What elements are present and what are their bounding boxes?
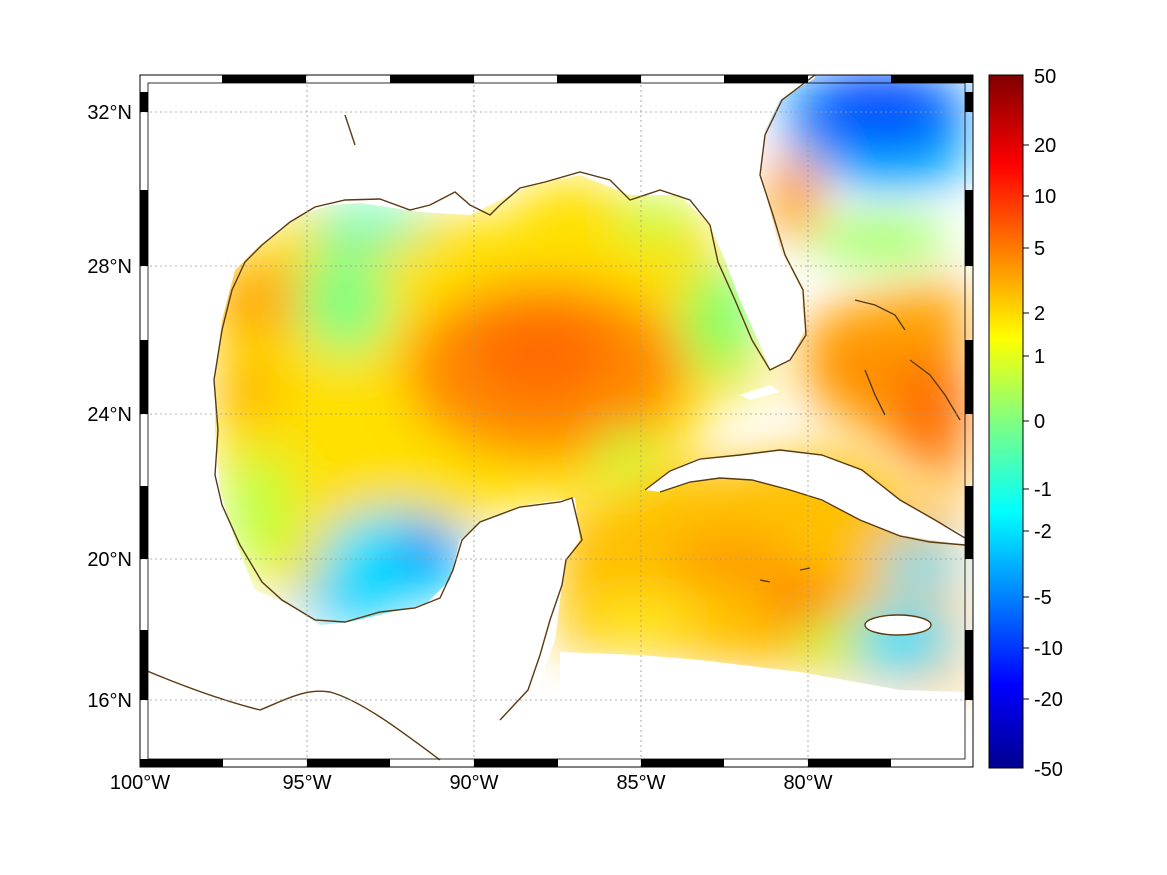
colorbar-label: -10 [1034,638,1063,660]
lon-tick-label: 85°W [616,772,665,794]
colorbar: 50 20 10 5 2 1 0 -1 -2 -5 -10 -20 -50 [988,66,1063,781]
lon-tick-label: 80°W [783,772,832,794]
colorbar-label: -2 [1034,521,1052,543]
gridlines [140,75,973,767]
colorbar-label: 2 [1034,303,1045,325]
lat-tick-label: 24°N [87,404,132,426]
lon-tick-label: 90°W [449,772,498,794]
colorbar-label: 20 [1034,135,1056,157]
colorbar-label: 10 [1034,186,1056,208]
lat-tick-label: 28°N [87,256,132,278]
lon-tick-label: 95°W [282,772,331,794]
colorbar-label: 1 [1034,346,1045,368]
colorbar-ticks [1023,144,1029,700]
colorbar-label: 0 [1034,411,1045,433]
latitude-axis-labels: 32°N 28°N 24°N 20°N 16°N [87,102,132,712]
lat-tick-label: 20°N [87,549,132,571]
longitude-axis-labels: 100°W 95°W 90°W 85°W 80°W [110,772,833,794]
colorbar-label: -5 [1034,587,1052,609]
data-field [140,75,970,767]
checkered-frame [139,74,974,768]
lat-tick-label: 16°N [87,690,132,712]
colorbar-label: -50 [1034,759,1063,781]
colorbar-label: -1 [1034,479,1052,501]
lat-tick-label: 32°N [87,102,132,124]
colorbar-label: 5 [1034,238,1045,260]
coastlines [140,75,966,761]
colorbar-label: 50 [1034,66,1056,88]
colorbar-label: -20 [1034,689,1063,711]
lon-tick-label: 100°W [110,772,170,794]
colorbar-gradient [988,74,1024,769]
colorbar-labels: 50 20 10 5 2 1 0 -1 -2 -5 -10 -20 -50 [1034,66,1063,781]
